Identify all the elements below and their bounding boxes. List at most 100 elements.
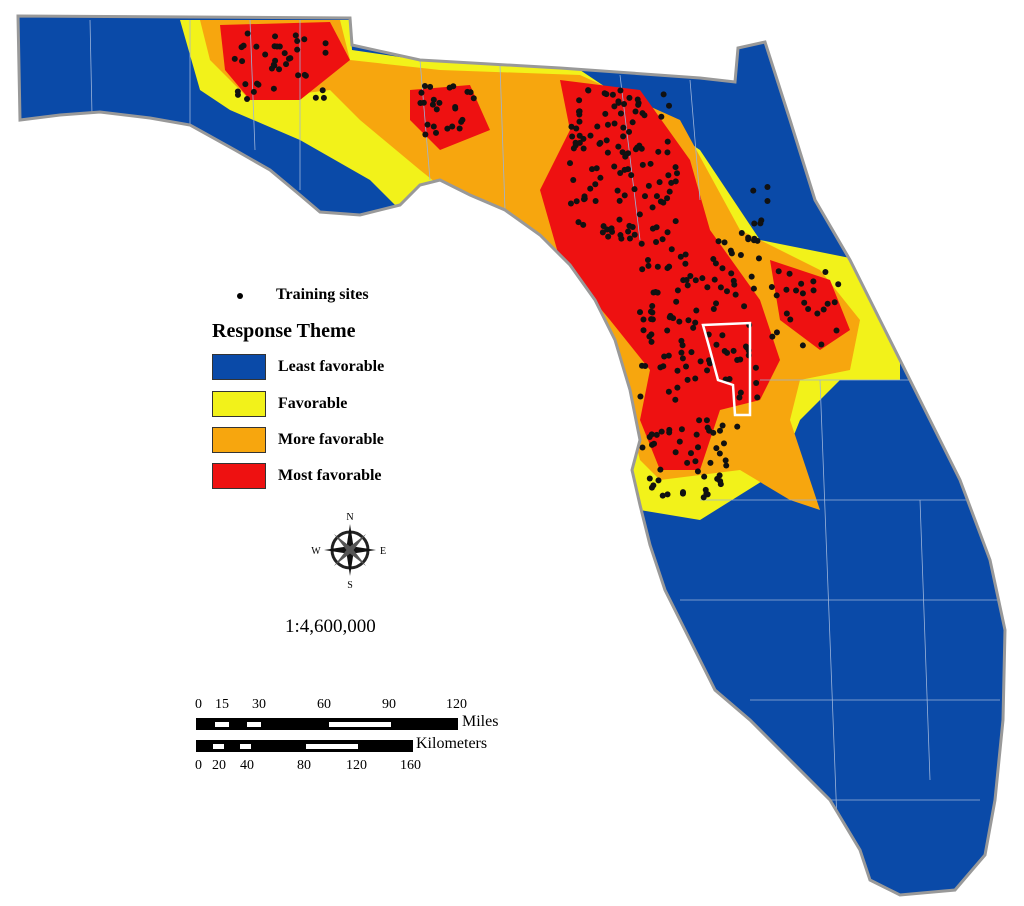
training-site bbox=[637, 309, 644, 316]
training-site bbox=[430, 96, 437, 103]
training-site bbox=[617, 87, 624, 94]
training-site bbox=[694, 468, 701, 475]
training-site bbox=[680, 277, 687, 284]
training-site bbox=[287, 55, 294, 62]
training-site bbox=[580, 135, 587, 142]
training-site bbox=[295, 72, 302, 79]
training-site bbox=[587, 132, 594, 139]
training-site bbox=[741, 303, 748, 310]
km-tick: 20 bbox=[212, 758, 226, 773]
training-site bbox=[659, 492, 666, 499]
training-site bbox=[693, 431, 700, 438]
training-site bbox=[649, 225, 656, 232]
km-bar bbox=[196, 740, 413, 752]
legend-label: Most favorable bbox=[278, 467, 382, 484]
km-label: Kilometers bbox=[416, 735, 488, 752]
training-site bbox=[692, 458, 699, 465]
training-site bbox=[645, 182, 652, 189]
training-site bbox=[294, 38, 301, 45]
training-site bbox=[429, 101, 436, 108]
training-site bbox=[456, 125, 463, 132]
training-site bbox=[575, 219, 582, 226]
training-site bbox=[262, 51, 269, 58]
training-site bbox=[430, 123, 437, 130]
training-site bbox=[707, 459, 714, 466]
training-site bbox=[580, 145, 587, 152]
training-site bbox=[679, 355, 686, 362]
km-tick: 160 bbox=[400, 758, 421, 773]
training-site bbox=[704, 491, 711, 498]
training-site bbox=[658, 113, 665, 120]
training-site bbox=[636, 142, 643, 149]
training-site bbox=[294, 46, 301, 53]
training-site bbox=[714, 475, 721, 482]
training-site bbox=[231, 55, 238, 62]
training-site bbox=[773, 329, 780, 336]
compass-rose-icon: N S E W bbox=[311, 512, 386, 590]
training-site bbox=[244, 30, 251, 37]
training-site bbox=[617, 110, 624, 117]
training-site bbox=[793, 287, 800, 294]
training-site bbox=[831, 299, 838, 306]
training-site bbox=[616, 216, 623, 223]
miles-tick: 0 bbox=[195, 697, 202, 712]
training-site bbox=[751, 220, 758, 227]
training-site bbox=[649, 204, 656, 211]
training-site bbox=[650, 482, 657, 489]
training-site bbox=[464, 88, 471, 95]
training-site bbox=[320, 94, 327, 101]
training-site bbox=[569, 133, 576, 140]
legend-label: Least favorable bbox=[278, 358, 385, 375]
training-site bbox=[820, 306, 827, 313]
training-site bbox=[783, 310, 790, 317]
training-site bbox=[818, 341, 825, 348]
training-site bbox=[801, 299, 808, 306]
training-site bbox=[674, 384, 681, 391]
training-site bbox=[452, 105, 459, 112]
training-site bbox=[805, 306, 812, 313]
training-site bbox=[835, 281, 842, 288]
training-site bbox=[618, 235, 625, 242]
training-site bbox=[672, 164, 679, 171]
training-site bbox=[649, 303, 656, 310]
training-site bbox=[665, 352, 672, 359]
training-site bbox=[810, 287, 817, 294]
training-site bbox=[621, 192, 628, 199]
training-site bbox=[234, 91, 241, 98]
most-favorable-area bbox=[220, 22, 850, 470]
training-site bbox=[810, 278, 817, 285]
training-site bbox=[682, 251, 689, 258]
training-site bbox=[665, 388, 672, 395]
training-site bbox=[639, 161, 646, 168]
training-site bbox=[672, 449, 679, 456]
training-site bbox=[672, 218, 679, 225]
training-site bbox=[720, 440, 727, 447]
training-site bbox=[665, 172, 672, 179]
training-site bbox=[716, 450, 723, 457]
training-site bbox=[664, 149, 671, 156]
training-site bbox=[276, 66, 283, 73]
training-site bbox=[730, 347, 737, 354]
training-site bbox=[270, 85, 277, 92]
miles-tick: 90 bbox=[382, 697, 396, 712]
training-site bbox=[664, 229, 671, 236]
legend-item-least-favorable: Least favorable bbox=[212, 354, 384, 380]
miles-tick: 30 bbox=[252, 697, 266, 712]
training-site bbox=[731, 281, 738, 288]
training-site bbox=[679, 342, 686, 349]
training-site bbox=[822, 268, 829, 275]
training-site bbox=[592, 197, 599, 204]
training-site bbox=[710, 306, 717, 313]
training-site bbox=[567, 200, 574, 207]
training-site bbox=[242, 81, 249, 88]
training-site bbox=[661, 353, 668, 360]
compass-e: E bbox=[380, 546, 386, 557]
training-site bbox=[615, 143, 622, 150]
km-tick: 40 bbox=[240, 758, 254, 773]
training-site bbox=[660, 363, 667, 370]
training-site bbox=[799, 342, 806, 349]
training-site bbox=[750, 187, 757, 194]
training-site bbox=[611, 103, 618, 110]
swatch bbox=[212, 391, 266, 417]
training-site bbox=[253, 43, 260, 50]
